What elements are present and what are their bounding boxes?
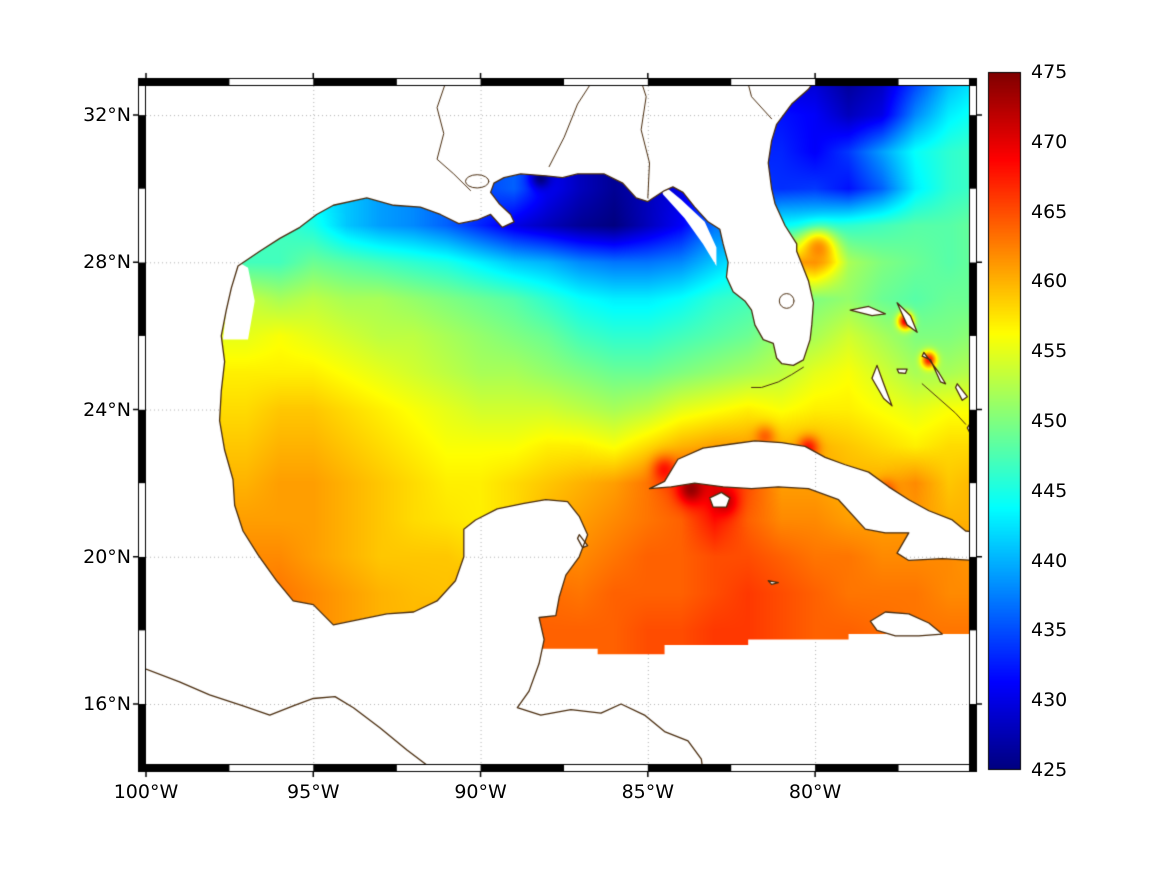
colorbar-tick-label: 460 [1031,270,1068,293]
colorbar-tick-label: 425 [1031,759,1068,781]
y-tick-label: 32°N [83,104,131,127]
y-tick-label: 16°N [83,693,131,715]
colorbar-tick-label: 455 [1031,340,1068,363]
colorbar-tick-label: 435 [1031,619,1068,642]
x-tick-label: 100°W [113,781,179,803]
colorbar-tick-label: 445 [1031,479,1068,502]
x-tick-label: 90°W [454,781,507,803]
y-tick-label: 28°N [83,251,131,274]
colorbar-tick-label: 470 [1031,130,1068,153]
y-tick-label: 24°N [83,398,131,421]
colorbar-tick-label: 450 [1031,410,1068,432]
x-tick-label: 80°W [788,781,842,803]
colorbar-tick-label: 430 [1031,689,1068,712]
x-tick-label: 95°W [287,781,340,803]
colorbar-tick-label: 440 [1031,549,1068,572]
colorbar-tick-label: 475 [1031,61,1068,83]
y-tick-label: 20°N [83,545,131,568]
x-tick-label: 85°W [621,781,675,803]
colorbar-tick-label: 465 [1031,200,1068,223]
